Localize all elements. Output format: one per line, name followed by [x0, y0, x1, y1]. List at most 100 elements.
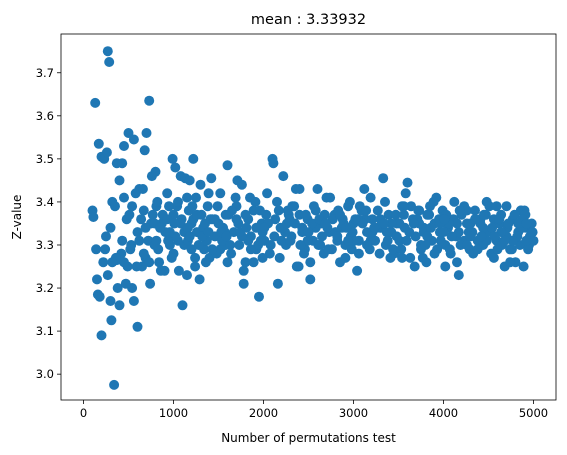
data-point [222, 160, 233, 171]
data-point [119, 192, 129, 203]
data-point [163, 235, 174, 246]
data-point [238, 265, 249, 276]
data-point [272, 278, 283, 289]
data-point [100, 244, 111, 255]
data-point [225, 240, 236, 250]
data-point [323, 244, 334, 255]
data-point [386, 218, 397, 229]
data-point [506, 244, 517, 255]
y-tick-label: 3.6 [36, 109, 54, 123]
data-point [461, 240, 472, 250]
data-point [453, 227, 464, 238]
y-tick-label: 3.4 [36, 195, 54, 209]
x-tick-label: 0 [80, 406, 87, 420]
data-point [325, 192, 336, 203]
data-point [207, 244, 218, 255]
data-point [130, 188, 141, 199]
data-point [190, 252, 201, 263]
data-point [391, 231, 402, 242]
data-point [206, 173, 217, 184]
data-point [276, 235, 287, 246]
data-point [478, 222, 489, 233]
data-point [182, 192, 192, 203]
data-point [344, 196, 355, 207]
data-point [262, 188, 273, 199]
data-point [272, 196, 282, 207]
data-point [383, 209, 394, 220]
data-point [186, 244, 197, 255]
data-point [200, 218, 210, 229]
data-point [422, 231, 433, 242]
data-point [294, 184, 305, 194]
data-point [146, 171, 157, 182]
data-point [264, 248, 275, 259]
y-axis-label: Z-value [10, 195, 24, 240]
y-tick-label: 3.1 [36, 324, 54, 338]
data-point [346, 244, 357, 255]
data-point [245, 244, 256, 255]
data-point [92, 274, 102, 285]
data-point [488, 252, 499, 263]
data-point [182, 222, 193, 233]
data-point [320, 218, 331, 229]
data-point [397, 252, 408, 263]
data-point [268, 158, 279, 169]
data-point [312, 184, 323, 194]
data-point [362, 240, 372, 250]
data-point [105, 296, 116, 306]
data-point [112, 283, 123, 293]
data-point [127, 283, 138, 293]
data-point [226, 248, 237, 259]
data-point [521, 235, 532, 246]
data-point [444, 244, 455, 255]
data-point [170, 162, 181, 173]
data-point [240, 209, 251, 220]
data-point [177, 300, 188, 311]
data-point [446, 231, 457, 242]
data-point [139, 145, 150, 156]
data-point [513, 218, 524, 229]
data-point [396, 244, 407, 255]
data-point [287, 201, 298, 212]
data-point [429, 248, 440, 259]
data-point [170, 231, 181, 242]
data-point [357, 218, 368, 229]
data-point [164, 201, 174, 212]
data-point [332, 231, 343, 242]
data-point [128, 134, 139, 145]
data-point [382, 235, 393, 246]
data-point [379, 218, 390, 229]
data-point [479, 209, 489, 220]
data-point [404, 227, 415, 238]
data-point [408, 218, 419, 229]
data-point [269, 231, 280, 242]
data-point [305, 257, 316, 268]
data-point [236, 179, 247, 190]
data-point [278, 171, 289, 182]
data-point [215, 188, 226, 199]
data-point [94, 291, 105, 302]
data-point [101, 231, 111, 242]
data-point [372, 205, 383, 216]
data-point [307, 218, 318, 229]
y-axis-ticks: 3.0 3.1 3.2 3.3 3.4 3.5 3.6 3.7 [36, 66, 61, 381]
data-point [472, 244, 483, 255]
data-point [315, 240, 326, 250]
data-point [250, 196, 261, 207]
data-point [417, 252, 428, 263]
data-point [147, 209, 158, 220]
scatter-points [87, 46, 539, 390]
data-point [191, 209, 202, 220]
data-point [470, 214, 480, 225]
y-tick-label: 3.3 [36, 238, 54, 252]
data-point [308, 201, 319, 212]
data-point [193, 240, 204, 250]
x-tick-label: 4000 [429, 406, 458, 420]
data-point [401, 235, 412, 246]
data-point [503, 218, 514, 229]
data-point [144, 95, 155, 106]
data-point [350, 214, 361, 225]
data-point [127, 201, 138, 212]
data-point [203, 188, 214, 199]
